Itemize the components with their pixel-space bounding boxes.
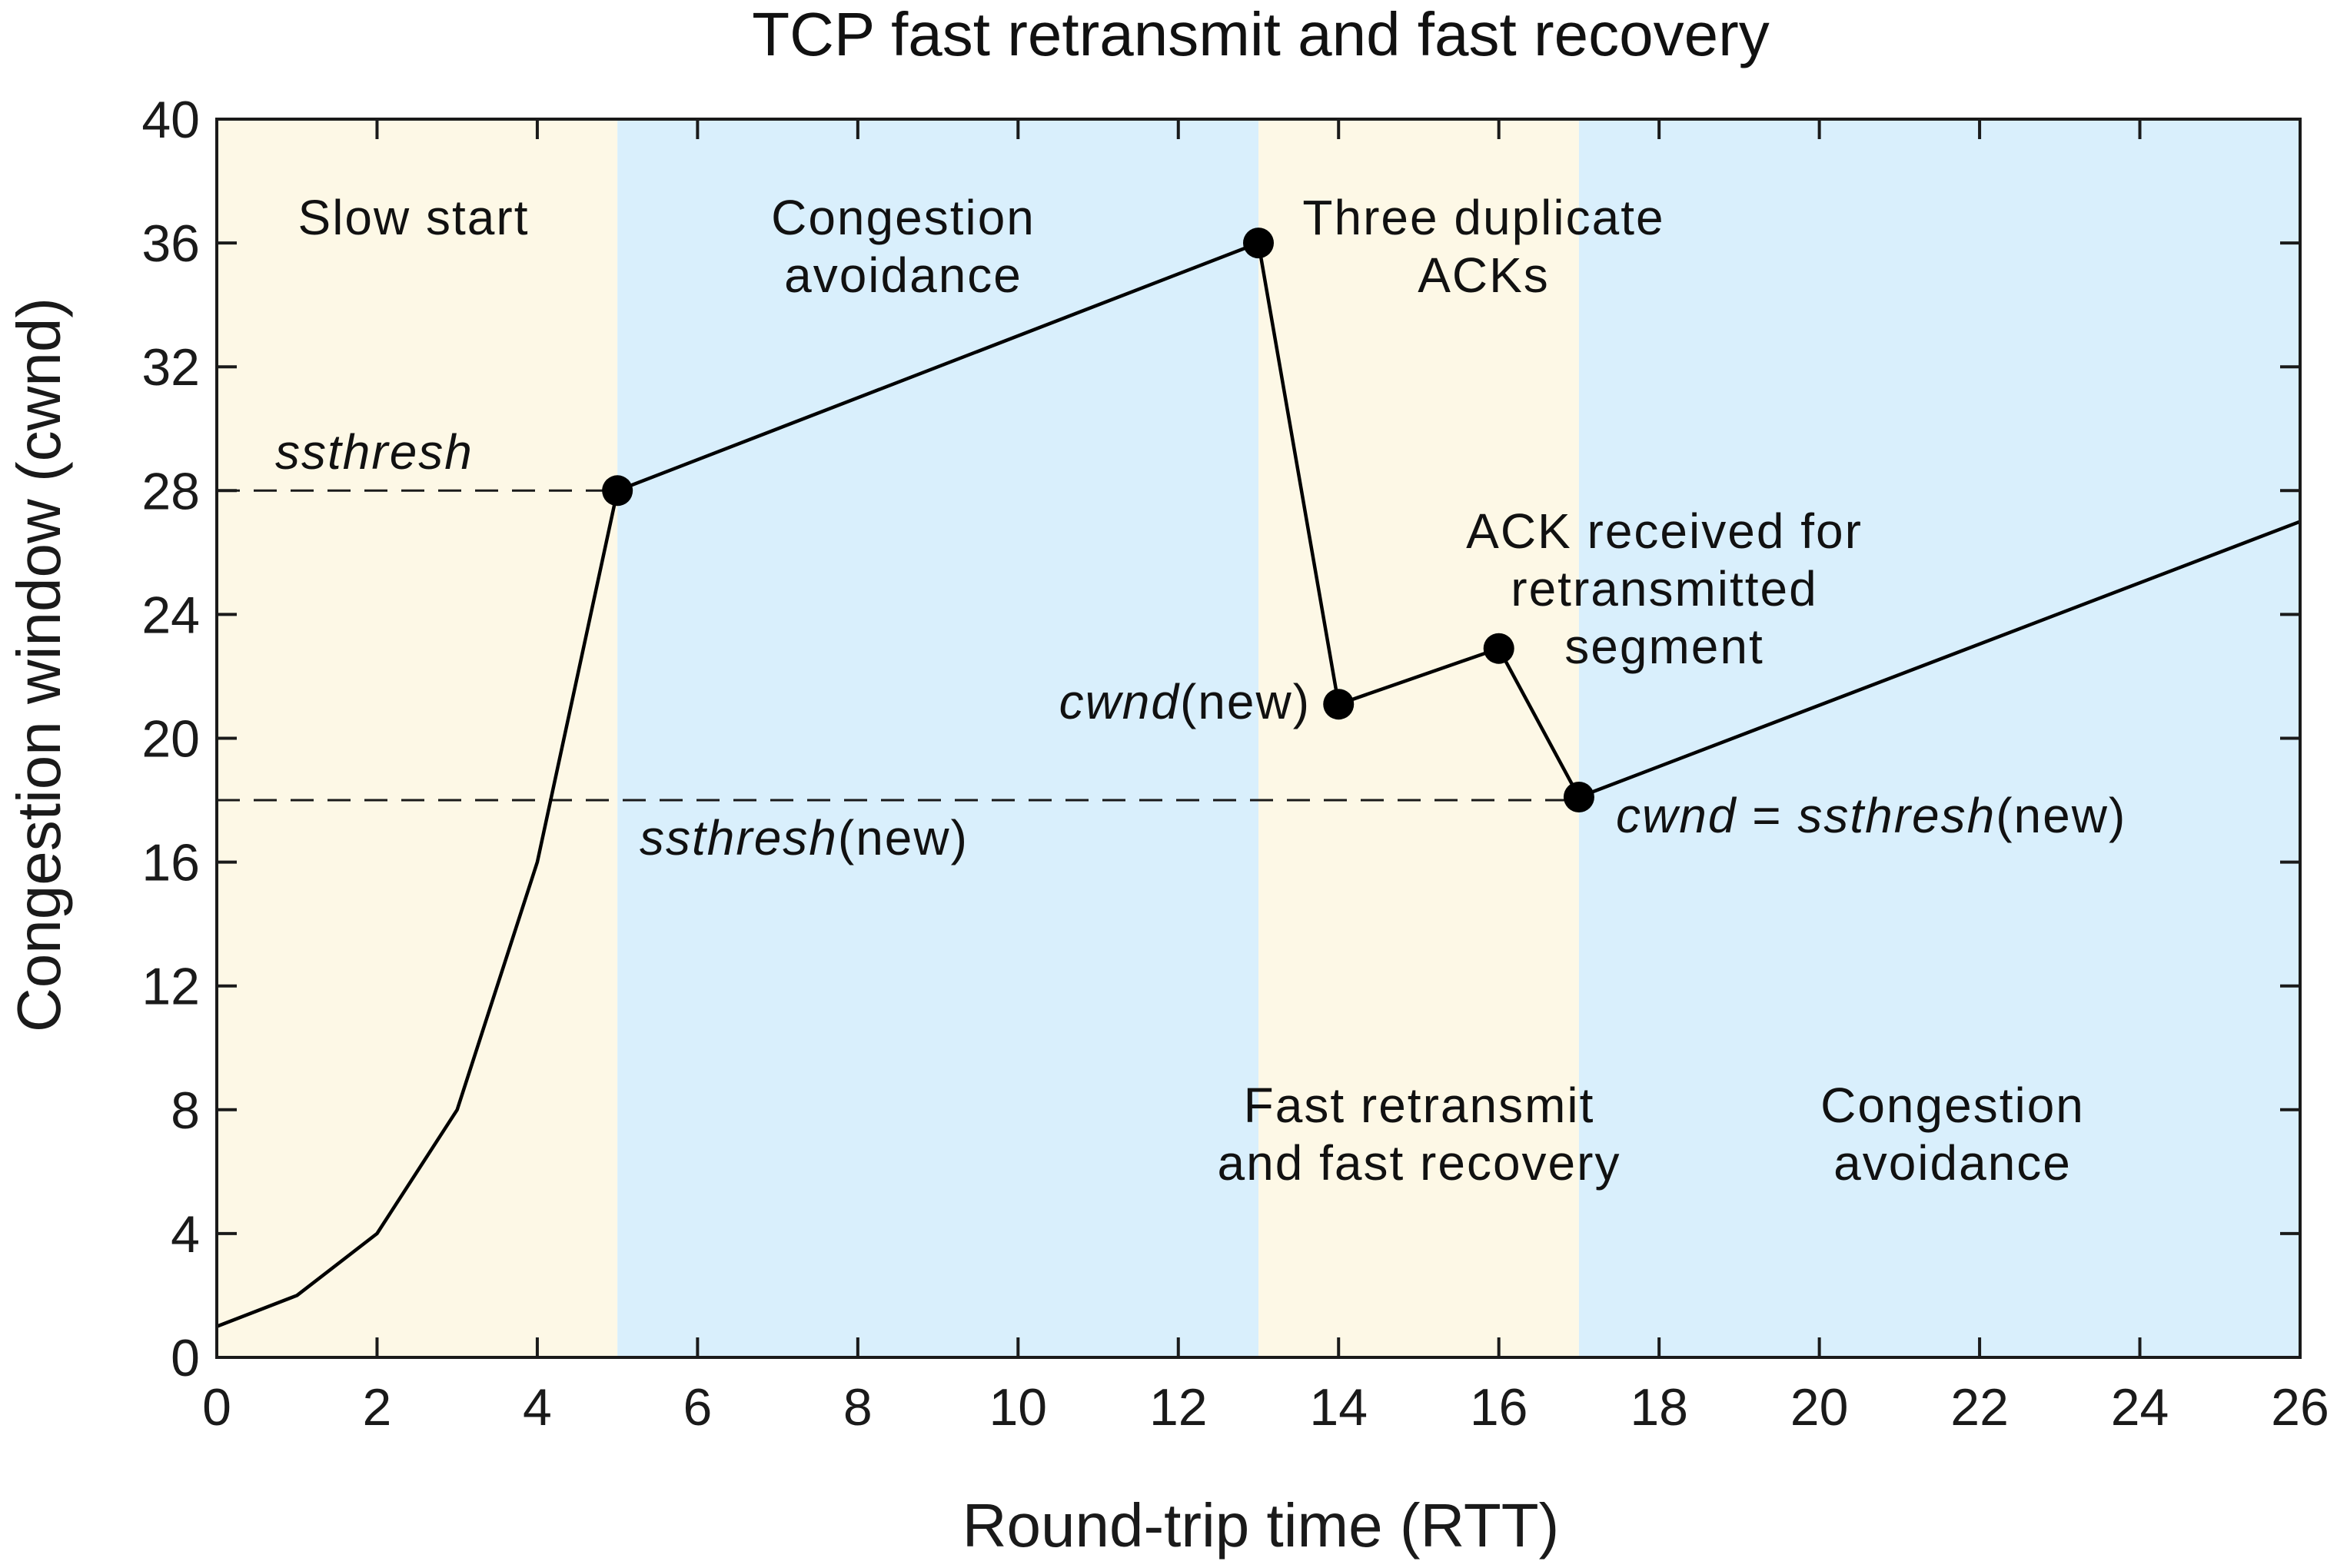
chart-title: TCP fast retransmit and fast recovery <box>752 0 1769 68</box>
x-tick-label: 8 <box>843 1378 873 1437</box>
x-tick-label: 10 <box>989 1378 1047 1437</box>
annotation-cwnd-eq-italic2: ssthresh <box>1797 788 1996 843</box>
annotation-cwnd-eq-italic1: cwnd <box>1616 788 1737 843</box>
data-point-marker-4 <box>1483 633 1514 664</box>
data-point-marker-1 <box>602 475 633 507</box>
annotation-congestion-avoidance-1-line1: Congestion <box>771 190 1036 245</box>
ticks-group: 0 2 4 6 8 10 12 14 16 18 20 22 24 2604812162024283236… <box>141 91 2329 1437</box>
annotation-three-duplicate-acks-line2: ACKs <box>1418 247 1550 303</box>
y-axis-label: Congestion window (cwnd) <box>5 297 73 1032</box>
x-tick-label: 20 <box>1790 1378 1849 1437</box>
data-point-marker-5 <box>1563 782 1594 813</box>
y-tick-label: 12 <box>141 958 200 1016</box>
annotation-cwnd-eq-rest: (new) <box>1996 788 2126 843</box>
x-tick-label: 18 <box>1630 1378 1688 1437</box>
annotation-ssthresh-new-rest: (new) <box>838 810 969 865</box>
y-tick-label: 32 <box>141 338 200 397</box>
x-tick-label: 12 <box>1149 1378 1208 1437</box>
y-tick-label: 16 <box>141 834 200 892</box>
x-tick-label: 0 <box>202 1378 231 1437</box>
y-tick-label: 0 <box>171 1329 200 1387</box>
y-tick-label: 40 <box>141 91 200 149</box>
annotation-ssthresh-italic: ssthresh <box>275 424 474 480</box>
annotation-cwnd-new-rest: (new) <box>1180 674 1311 729</box>
y-tick-label: 20 <box>141 710 200 769</box>
data-point-marker-3 <box>1323 689 1355 720</box>
y-tick-label: 28 <box>141 462 200 520</box>
annotation-congestion-avoidance-2-line2: avoidance <box>1833 1135 2072 1191</box>
annotation-three-duplicate-acks-line1: Three duplicate <box>1302 190 1664 245</box>
markers-group <box>602 228 1594 813</box>
x-axis-label: Round-trip time (RTT) <box>962 1491 1559 1560</box>
annotation-congestion-avoidance-1-line2: avoidance <box>784 247 1022 303</box>
annotation-cwnd-new: cwnd(new) <box>1059 674 1311 729</box>
annotation-cwnd-eq-mid: = <box>1737 788 1797 843</box>
x-tick-label: 24 <box>2111 1378 2169 1437</box>
data-point-marker-2 <box>1243 228 1274 259</box>
annotation-ack-received-line3: segment <box>1564 619 1764 674</box>
x-tick-label: 14 <box>1309 1378 1368 1437</box>
x-tick-label: 22 <box>1950 1378 2009 1437</box>
phase-region-4 <box>1578 119 2300 1357</box>
y-tick-label: 8 <box>171 1081 200 1140</box>
x-tick-label: 4 <box>523 1378 552 1437</box>
reference-lines <box>217 489 1579 802</box>
phase-regions <box>217 119 2300 1357</box>
annotation-ack-received-line2: retransmitted <box>1511 561 1817 616</box>
phase-region-2 <box>617 119 1258 1357</box>
phase-region-1 <box>217 119 618 1357</box>
annotation-ack-received-line1: ACK received for <box>1466 503 1863 559</box>
y-tick-label: 24 <box>141 586 200 644</box>
annotation-cwnd-new-italic: cwnd <box>1059 674 1181 729</box>
phase-region-3 <box>1258 119 1579 1357</box>
x-tick-label: 16 <box>1470 1378 1528 1437</box>
annotation-ssthresh-new: ssthresh(new) <box>640 810 969 865</box>
annotation-fast-retransmit-line2: and fast recovery <box>1218 1135 1621 1191</box>
annotation-congestion-avoidance-2-line1: Congestion <box>1820 1078 2085 1133</box>
y-tick-label: 4 <box>171 1205 200 1264</box>
x-tick-label: 26 <box>2271 1378 2329 1437</box>
x-tick-label: 6 <box>683 1378 712 1437</box>
annotation-ssthresh: ssthresh <box>275 424 474 480</box>
annotation-slow-start: Slow start <box>298 190 530 245</box>
annotation-fast-retransmit-line1: Fast retransmit <box>1244 1078 1595 1133</box>
x-tick-label: 2 <box>363 1378 392 1437</box>
y-tick-label: 36 <box>141 214 200 273</box>
annotation-cwnd-equals-ssthresh-new: cwnd = ssthresh(new) <box>1616 788 2126 843</box>
annotation-ssthresh-new-italic: ssthresh <box>640 810 838 865</box>
